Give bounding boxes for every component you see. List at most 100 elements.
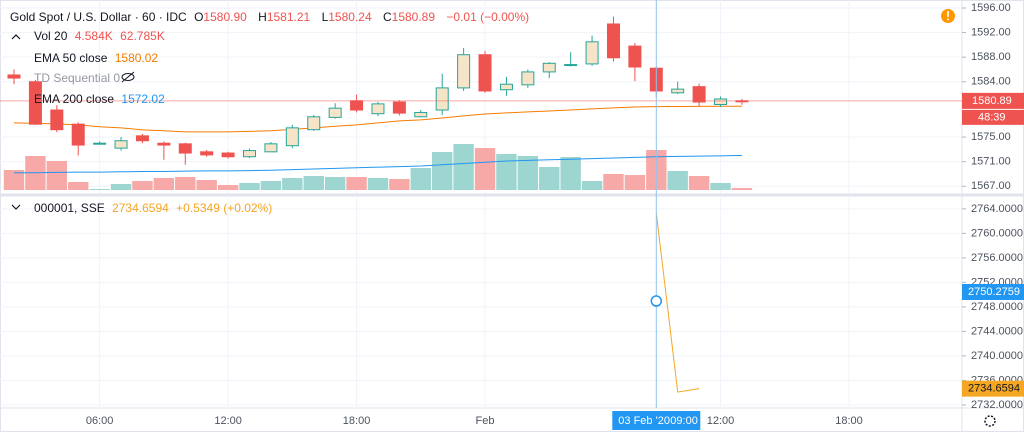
candle-body	[564, 64, 578, 67]
volume-bar	[153, 178, 175, 190]
candle-body	[28, 81, 42, 125]
y-tick-label: 1571.00	[971, 156, 1011, 168]
volume-bar	[46, 161, 68, 190]
candle-body	[114, 140, 128, 149]
volume-bar	[346, 177, 367, 190]
candle-body	[264, 143, 278, 153]
settings-icon[interactable]	[984, 415, 996, 427]
last-price-label: 1580.89	[972, 95, 1012, 107]
crosshair-price: 2750.2759	[968, 286, 1020, 298]
x-tick-label: Feb	[476, 415, 495, 427]
candle-body	[692, 86, 706, 103]
volume-bar	[282, 178, 303, 190]
volume-bar	[3, 170, 25, 190]
collapse-legend[interactable]	[11, 204, 21, 210]
y-tick-label: 1596.00	[971, 2, 1011, 14]
y-tick-label: 2756.0000	[971, 252, 1023, 264]
x-tick-label: 18:00	[343, 415, 371, 427]
y-tick-label: 1567.00	[971, 180, 1011, 192]
series-change: +0.5349 (+0.02%)	[176, 201, 273, 215]
volume-bar	[239, 183, 260, 190]
volume-bar	[389, 179, 410, 190]
candle-body	[7, 74, 21, 79]
y-tick-label: 2740.0000	[971, 350, 1023, 362]
volume-bar	[581, 181, 603, 190]
indicator-value: 4.584K	[74, 29, 113, 43]
series-name: 000001, SSE	[34, 201, 105, 215]
candle-body	[93, 142, 107, 145]
ema-line	[13, 105, 742, 133]
countdown-label: 48:39	[978, 111, 1006, 123]
candle-body	[50, 109, 64, 131]
collapse-legend[interactable]	[11, 34, 21, 40]
y-tick-label: 2744.0000	[971, 325, 1023, 337]
series-line	[655, 213, 700, 393]
volume-bar	[603, 174, 624, 190]
change: −0.01 (−0.00%)	[446, 10, 530, 24]
volume-bar	[132, 181, 153, 190]
alert-icon-dot	[947, 18, 949, 21]
volume-bar	[496, 154, 517, 190]
y-tick-label: 2760.0000	[971, 227, 1023, 239]
candle-body	[521, 71, 535, 86]
indicator-value: 1580.02	[114, 51, 159, 65]
y-tick-label: 1584.00	[971, 76, 1011, 88]
ohlc: L1580.24	[322, 10, 376, 24]
hidden-eye-slash	[121, 71, 135, 83]
volume-bar	[175, 177, 196, 190]
hidden-eye-icon[interactable]	[121, 73, 135, 81]
volume-bar	[539, 167, 560, 190]
candle-body	[606, 23, 620, 59]
y-tick-label: 1575.00	[971, 131, 1011, 143]
candle-body	[178, 143, 192, 154]
volume-bar	[217, 185, 239, 190]
symbol-legend: Gold Spot / U.S. Dollar · 60 · IDC O1580…	[10, 10, 533, 24]
ohlc-key: L	[321, 10, 329, 24]
volume-bar	[667, 171, 688, 190]
ohlc-key: C	[382, 10, 392, 24]
candle-body	[71, 123, 85, 146]
candle-body	[135, 135, 149, 142]
crosshair-date: 03 Feb '20	[618, 415, 670, 427]
volume-bar	[367, 178, 389, 190]
volume-bar	[517, 156, 539, 190]
y-tick-label: 2764.0000	[971, 203, 1023, 215]
ohlc: O1580.90	[194, 10, 251, 24]
ohlc-key: O	[194, 10, 204, 24]
volume-bar	[68, 182, 89, 190]
countdown-box	[962, 109, 1024, 125]
ohlc: H1581.21	[258, 10, 314, 24]
indicator-value: 62.785K	[120, 29, 165, 43]
volume-bar	[303, 176, 324, 190]
last-value-label: 2734.6594	[968, 383, 1020, 395]
candle-body	[200, 151, 214, 156]
candle-body	[499, 83, 513, 91]
crosshair-time-box	[612, 411, 701, 430]
candle-body	[392, 101, 406, 114]
candle-body	[457, 54, 471, 89]
volume-bar	[710, 183, 731, 190]
candle-body	[371, 103, 385, 115]
volume-bar	[688, 176, 710, 190]
x-tick-label: 18:00	[835, 415, 863, 427]
volume-legend: Vol 20 4.584K 62.785K	[34, 29, 169, 43]
volume-bar	[410, 168, 431, 190]
sse-legend: 000001, SSE 2734.6594 +0.5349 (+0.02%)	[34, 201, 276, 215]
last-value-box	[962, 380, 1024, 397]
alert-icon-mark	[947, 11, 949, 17]
ohlc-value: 1580.89	[391, 10, 436, 24]
candle-body	[435, 87, 449, 111]
candle-body	[328, 107, 342, 118]
candle-body	[414, 111, 428, 118]
candle-body	[671, 88, 685, 94]
volume-bar	[196, 180, 217, 190]
candle-body	[307, 116, 321, 131]
volume-bar	[260, 181, 282, 190]
crosshair-time: 09:00	[670, 415, 698, 427]
candle-body	[585, 41, 599, 65]
y-tick-label: 1592.00	[971, 26, 1011, 38]
volume-bar	[453, 144, 474, 190]
indicator-name: TD Sequential 0	[34, 71, 121, 85]
